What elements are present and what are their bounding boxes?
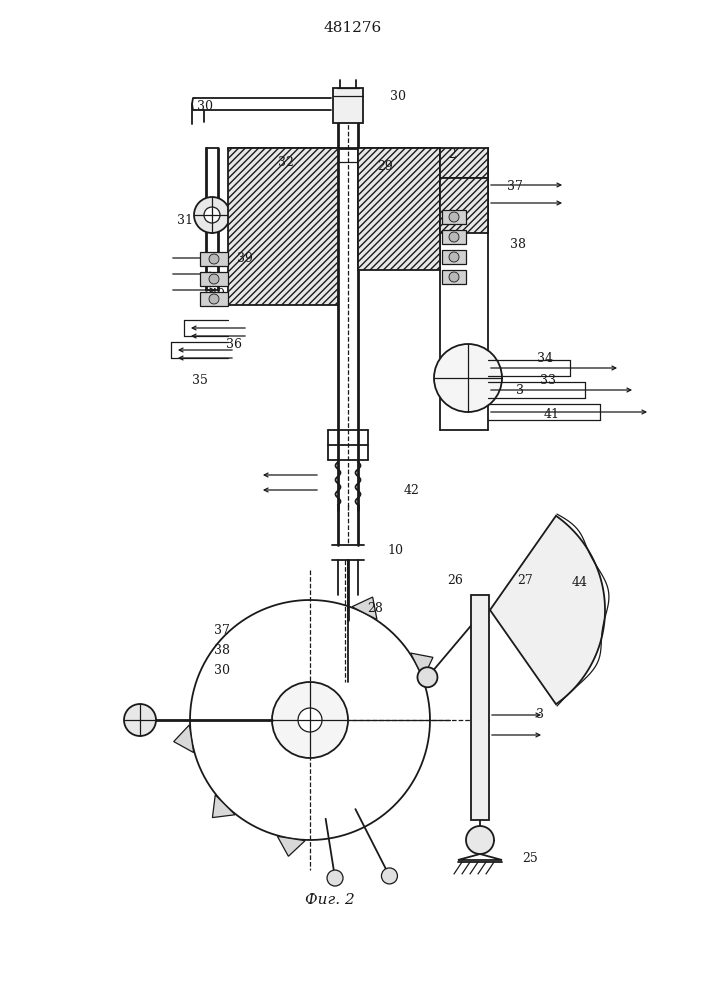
Circle shape	[417, 667, 438, 687]
Text: 27: 27	[517, 574, 533, 586]
Bar	[471, 595, 489, 820]
Text: 3: 3	[536, 708, 544, 722]
Text: 35: 35	[192, 373, 208, 386]
Polygon shape	[352, 597, 377, 619]
Circle shape	[204, 207, 220, 223]
Circle shape	[449, 252, 459, 262]
Text: Фиг. 2: Фиг. 2	[305, 893, 355, 907]
Text: 28: 28	[367, 601, 383, 614]
Circle shape	[327, 870, 343, 886]
Bar	[442, 250, 466, 264]
Text: 32: 32	[278, 155, 294, 168]
Text: 40: 40	[210, 288, 226, 302]
Bar	[200, 252, 228, 266]
Text: 38: 38	[214, 644, 230, 656]
Circle shape	[209, 294, 219, 304]
Circle shape	[382, 868, 397, 884]
Polygon shape	[411, 653, 433, 678]
Circle shape	[209, 274, 219, 284]
Text: 31: 31	[177, 214, 193, 227]
Bar	[442, 230, 466, 244]
Circle shape	[272, 682, 348, 758]
Circle shape	[449, 232, 459, 242]
Text: 29: 29	[377, 160, 393, 174]
Bar	[333, 88, 363, 123]
Text: 41: 41	[544, 408, 560, 422]
Text: 44: 44	[572, 576, 588, 588]
Text: 42: 42	[404, 484, 420, 496]
Polygon shape	[277, 836, 305, 856]
Text: 30: 30	[197, 101, 213, 113]
Bar	[200, 272, 228, 286]
Bar	[440, 178, 488, 233]
Text: 34: 34	[537, 352, 553, 364]
Text: 39: 39	[237, 251, 253, 264]
Circle shape	[466, 826, 494, 854]
Text: 25: 25	[522, 852, 538, 864]
Circle shape	[194, 197, 230, 233]
Polygon shape	[174, 725, 194, 753]
Bar	[440, 148, 488, 178]
Bar	[228, 148, 338, 305]
Text: 2: 2	[448, 148, 456, 161]
Text: 481276: 481276	[324, 21, 382, 35]
Text: 37: 37	[214, 624, 230, 637]
Circle shape	[434, 344, 502, 412]
Circle shape	[298, 708, 322, 732]
Text: 3: 3	[516, 383, 524, 396]
Circle shape	[449, 272, 459, 282]
Bar	[442, 210, 466, 224]
Text: 33: 33	[540, 373, 556, 386]
Text: 38: 38	[510, 238, 526, 251]
Circle shape	[124, 704, 156, 736]
Text: 26: 26	[447, 574, 463, 586]
Circle shape	[209, 254, 219, 264]
Text: 30: 30	[390, 90, 406, 103]
Text: 10: 10	[387, 544, 403, 556]
Polygon shape	[490, 516, 605, 704]
Bar	[358, 148, 440, 270]
Text: 30: 30	[214, 664, 230, 676]
Bar	[200, 292, 228, 306]
Circle shape	[449, 212, 459, 222]
Bar	[442, 270, 466, 284]
Polygon shape	[212, 795, 235, 818]
Text: 36: 36	[226, 338, 242, 352]
Text: 37: 37	[507, 180, 523, 194]
